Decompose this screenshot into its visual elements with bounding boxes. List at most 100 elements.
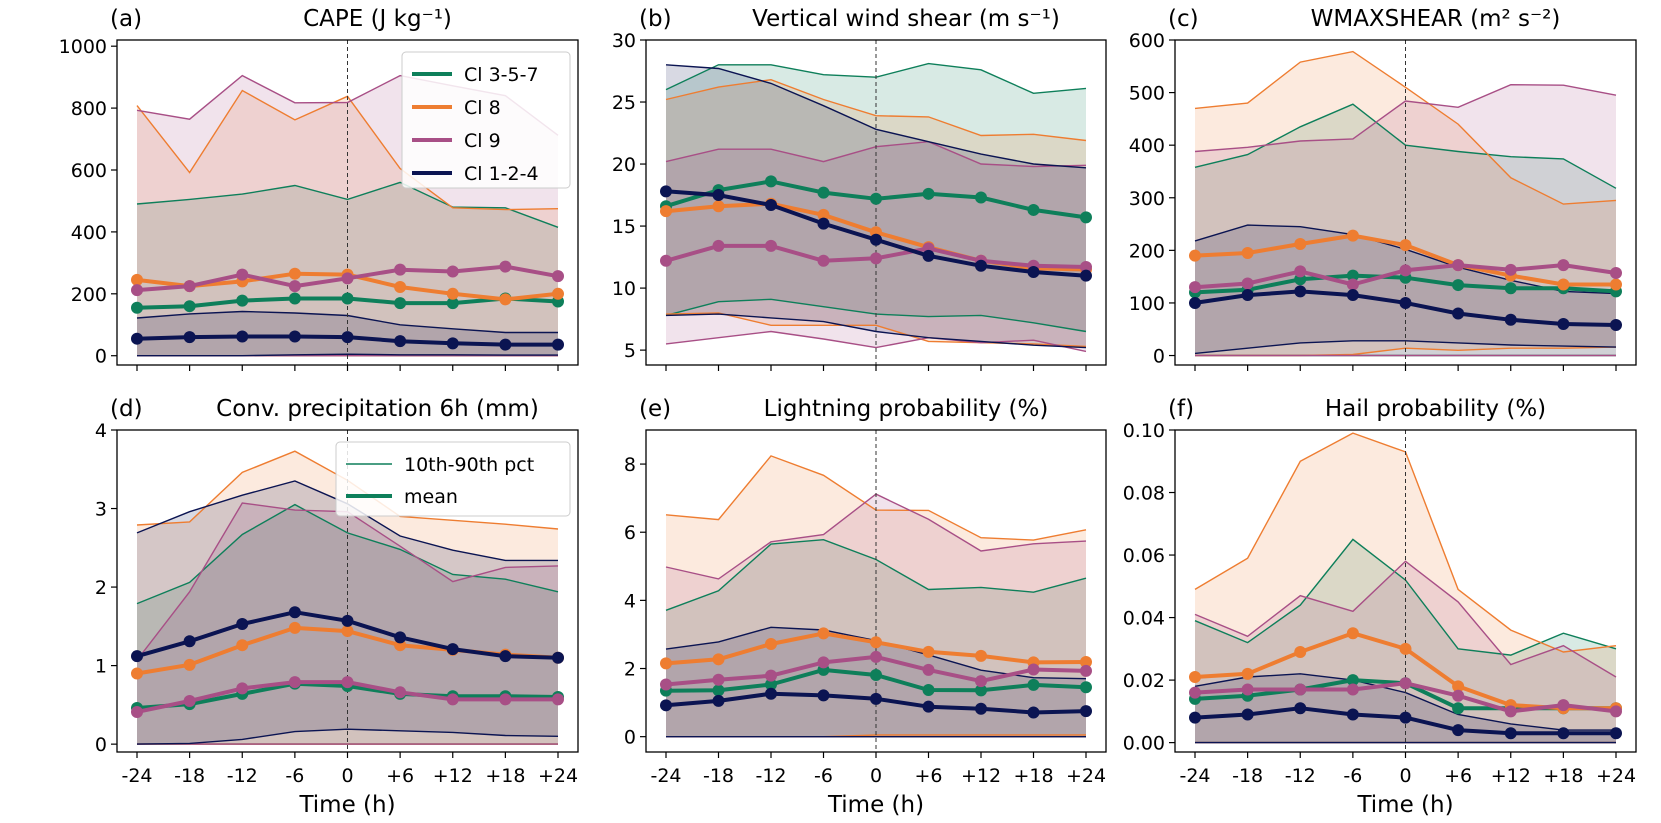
x-tick-label: -18 <box>703 765 734 787</box>
mean-point <box>394 297 407 310</box>
mean-point <box>131 667 143 680</box>
mean-point <box>446 287 459 300</box>
mean-point <box>1610 266 1622 279</box>
mean-point <box>183 331 196 344</box>
mean-point <box>1189 686 1201 699</box>
mean-point <box>1080 211 1092 224</box>
panel-a: 0 200 400 600 800 1000(a) CAPE (J kg⁻¹) Cl 3-5-… <box>59 6 579 371</box>
x-tick-label: -24 <box>1179 765 1210 787</box>
mean-point <box>660 185 672 198</box>
mean-point <box>922 663 935 676</box>
y-tick-label: 600 <box>71 160 107 182</box>
line-p90-Cl-1-2-4 <box>665 64 1087 169</box>
y-tick-label: 15 <box>612 216 636 238</box>
panel-title: Conv. precipitation 6h (mm) <box>216 396 539 422</box>
panel-d: 0 1 2 3 4 -24 -18 -12 -6 0 +6 +12 +18 +24 Time (h) (d) C… <box>95 396 579 818</box>
mean-point <box>817 217 830 230</box>
mean-point <box>765 198 777 211</box>
mean-point <box>1080 656 1092 669</box>
mean-point <box>1294 265 1307 278</box>
mean-point <box>765 669 777 682</box>
mean-point <box>1189 281 1201 294</box>
y-tick-label: 20 <box>612 154 636 176</box>
mean-point <box>1346 289 1359 302</box>
mean-point <box>499 260 512 273</box>
mean-point <box>236 330 249 343</box>
panel-label: (c) <box>1168 6 1199 32</box>
mean-point <box>1346 278 1359 291</box>
mean-point <box>341 614 354 627</box>
mean-point <box>1027 678 1040 691</box>
mean-point <box>1241 289 1254 302</box>
y-tick-label: 100 <box>1129 293 1165 315</box>
mean-point <box>1557 317 1570 330</box>
mean-point <box>765 175 777 188</box>
x-tick-label: 0 <box>1399 765 1411 787</box>
line-p10-Cl-9 <box>665 330 1087 353</box>
y-tick-label: 6 <box>624 522 636 544</box>
mean-point <box>870 233 882 246</box>
mean-point <box>1452 702 1465 715</box>
mean-point <box>446 337 459 350</box>
line-p90-Cl-3-5-7 <box>136 503 559 605</box>
mean-point <box>1027 203 1040 216</box>
mean-point <box>817 656 830 669</box>
mean-point <box>446 643 459 656</box>
mean-point <box>288 292 301 305</box>
mean-point <box>660 699 672 712</box>
y-tick-label: 3 <box>95 499 107 521</box>
mean-point <box>1504 263 1517 276</box>
mean-point <box>183 658 196 671</box>
mean-point <box>870 192 882 205</box>
mean-point <box>817 627 830 640</box>
y-tick-label: 2 <box>95 577 107 599</box>
mean-point <box>660 657 672 670</box>
mean-point <box>1189 296 1201 309</box>
panel-label: (b) <box>639 6 672 32</box>
mean-point <box>922 645 935 658</box>
mean-point <box>1452 680 1465 693</box>
x-tick-label: +6 <box>386 765 414 787</box>
mean-point <box>394 686 407 699</box>
y-tick-label: 0.00 <box>1123 733 1165 755</box>
panel-title: WMAXSHEAR (m² s⁻²) <box>1311 6 1561 32</box>
mean-point <box>288 267 301 280</box>
mean-point <box>1027 706 1040 719</box>
x-tick-label: +12 <box>1491 765 1531 787</box>
mean-point <box>1080 705 1092 718</box>
line-p10-Cl-1-2-4 <box>136 728 559 745</box>
mean-point <box>1557 699 1570 712</box>
x-tick-label: -6 <box>1343 765 1362 787</box>
mean-point <box>341 625 354 638</box>
mean-point <box>817 689 830 702</box>
mean-point <box>817 208 830 221</box>
x-tick-label: -24 <box>121 765 152 787</box>
band-Cl-1-2-4 <box>666 64 1086 348</box>
y-tick-label: 200 <box>1129 240 1165 262</box>
x-tick-label: 0 <box>341 765 353 787</box>
mean-point <box>1452 307 1465 320</box>
x-axis-label: Time (h) <box>827 792 924 818</box>
line-p10-Cl-1-2-4 <box>665 313 1087 349</box>
panel-title: Lightning probability (%) <box>764 396 1049 422</box>
mean-point <box>870 650 882 663</box>
mean-point <box>1294 683 1307 696</box>
line-p90-Cl-3-5-7 <box>136 181 559 228</box>
x-tick-label: +24 <box>1066 765 1106 787</box>
mean-point <box>1294 238 1307 251</box>
mean-point <box>288 621 301 634</box>
x-tick-label: -12 <box>227 765 258 787</box>
y-tick-label: 5 <box>624 340 636 362</box>
y-tick-label: 0 <box>624 727 636 749</box>
mean-point <box>131 650 143 663</box>
panel-e: 0 2 4 6 8 -24 -18 -12 -6 0 +6 +12 +18 +24 Time (h) (e) L… <box>624 396 1107 818</box>
y-tick-label: 500 <box>1129 83 1165 105</box>
mean-point <box>552 338 564 351</box>
panel-label: (d) <box>110 396 143 422</box>
mean-point <box>1346 708 1359 721</box>
line-p10-Cl-1-2-4 <box>137 353 558 357</box>
plot-area <box>131 430 564 752</box>
mean-point <box>499 693 512 706</box>
panel-b: 5 10 15 20 25 30(b) Vertical wind shear (m s⁻¹… <box>612 6 1107 371</box>
mean-point <box>499 338 512 351</box>
